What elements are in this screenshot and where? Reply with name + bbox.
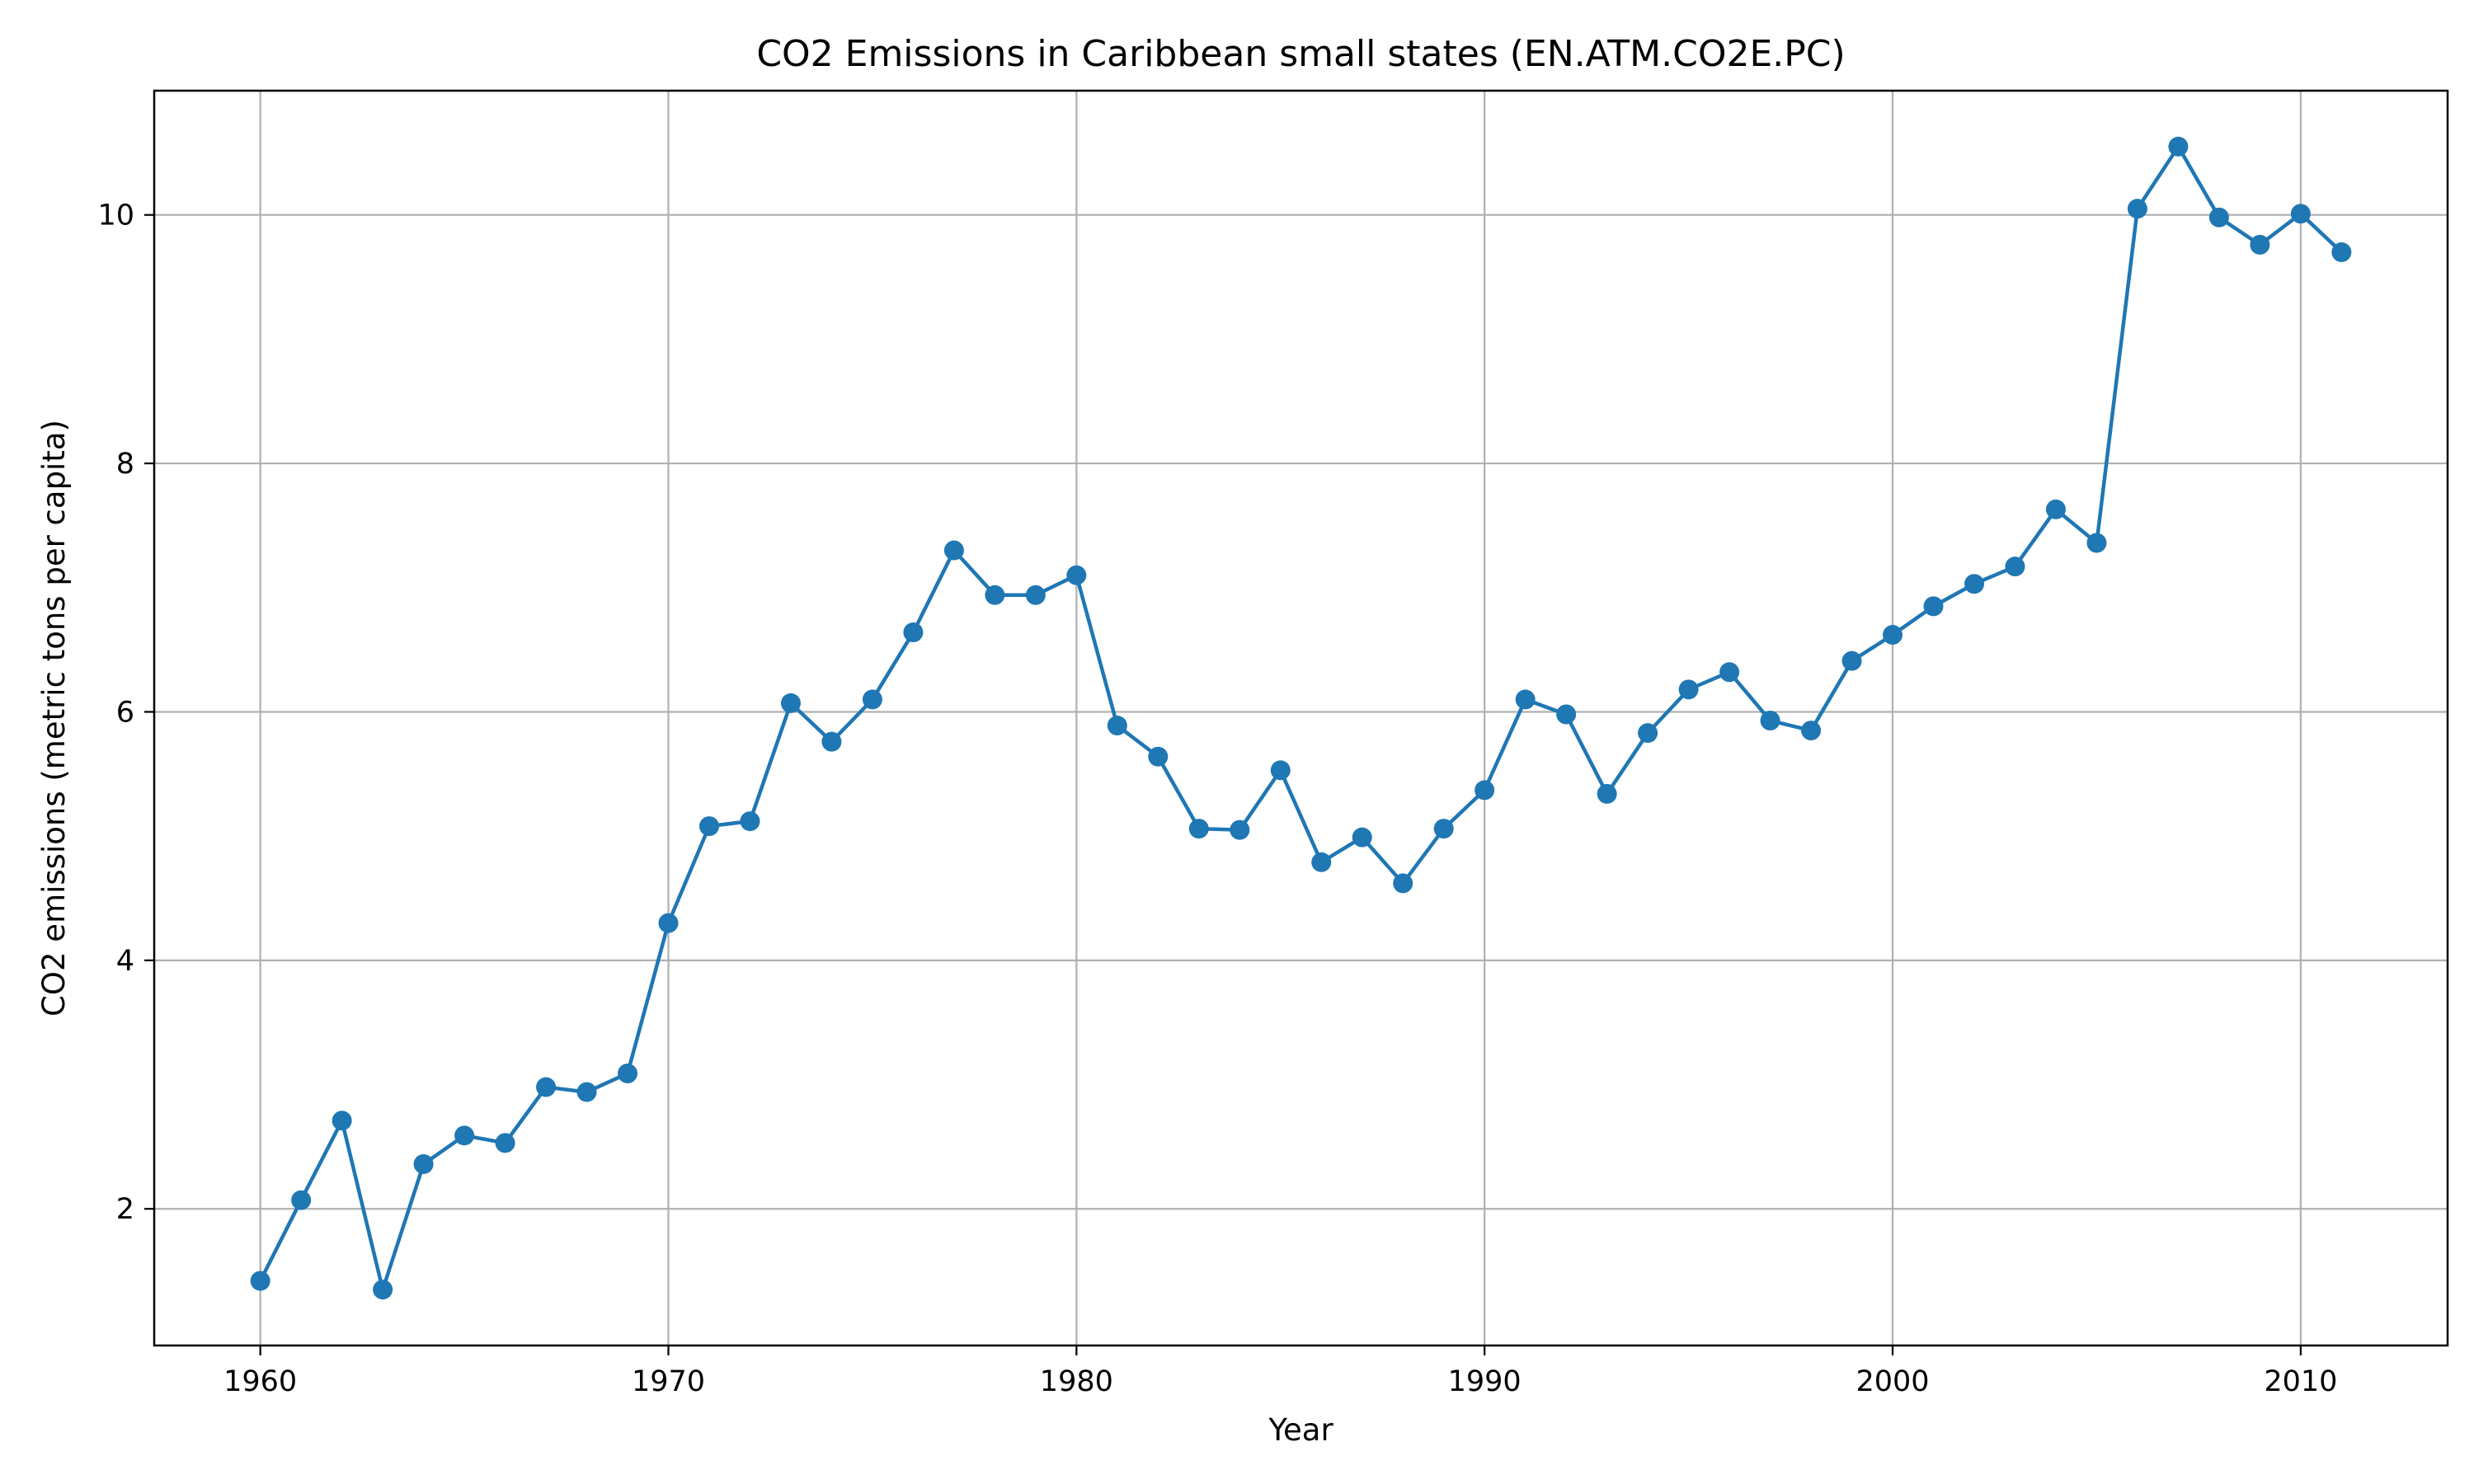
data-series — [250, 136, 2352, 1300]
data-point-2002 — [1964, 574, 1984, 594]
data-point-1963 — [373, 1280, 393, 1300]
data-point-1966 — [495, 1133, 515, 1153]
x-tick-label: 1990 — [1448, 1365, 1522, 1398]
data-point-2003 — [2005, 556, 2025, 577]
data-point-2000 — [1883, 625, 1903, 646]
x-tick-label: 1980 — [1040, 1365, 1113, 1398]
y-tick-label: 6 — [116, 696, 134, 729]
data-point-1974 — [821, 731, 842, 752]
data-point-1969 — [618, 1063, 638, 1083]
data-point-2009 — [2250, 234, 2270, 255]
data-point-1968 — [576, 1082, 597, 1102]
data-point-1995 — [1678, 679, 1699, 700]
y-tick-label: 10 — [97, 200, 134, 232]
data-point-2006 — [2127, 199, 2147, 219]
data-point-1983 — [1188, 819, 1209, 839]
data-point-1981 — [1107, 716, 1127, 736]
data-point-1972 — [740, 811, 760, 832]
data-point-1960 — [250, 1270, 270, 1291]
data-point-1997 — [1760, 711, 1780, 731]
data-point-1970 — [658, 913, 679, 933]
series-line — [258, 144, 2343, 1292]
data-point-1971 — [698, 816, 719, 837]
y-axis-label: CO2 emissions (metric tons per capita) — [36, 420, 72, 1017]
data-point-1998 — [1801, 721, 1822, 741]
data-point-2007 — [2168, 136, 2189, 157]
data-point-1991 — [1515, 689, 1536, 710]
data-point-2011 — [2331, 242, 2352, 262]
data-point-1978 — [985, 585, 1005, 605]
data-point-1976 — [903, 622, 924, 643]
y-tick-label: 2 — [116, 1193, 134, 1226]
data-point-1973 — [780, 693, 801, 713]
plot-area-frame — [153, 89, 2449, 1347]
data-point-1996 — [1719, 662, 1740, 683]
x-axis-label: Year — [1268, 1412, 1333, 1448]
data-point-1977 — [943, 540, 964, 561]
data-point-1980 — [1066, 565, 1087, 585]
data-point-2001 — [1923, 596, 1944, 617]
data-point-1979 — [1025, 585, 1046, 605]
data-point-1982 — [1148, 746, 1169, 767]
data-point-1999 — [1841, 650, 1862, 671]
data-point-1962 — [332, 1111, 352, 1131]
data-point-2005 — [2086, 533, 2107, 553]
data-point-2008 — [2208, 207, 2229, 228]
y-tick-label: 8 — [116, 448, 134, 481]
data-point-2004 — [2045, 499, 2066, 519]
data-point-1987 — [1352, 827, 1372, 848]
data-point-1975 — [862, 689, 882, 710]
data-point-1965 — [454, 1125, 475, 1146]
data-point-1964 — [413, 1153, 434, 1174]
x-tick-label: 1960 — [223, 1365, 297, 1398]
x-tick-label: 2010 — [2264, 1365, 2337, 1398]
data-point-1988 — [1393, 873, 1413, 894]
y-tick-label: 4 — [116, 945, 134, 978]
data-point-1990 — [1475, 780, 1495, 801]
x-tick-label: 2000 — [1856, 1365, 1929, 1398]
grid-lines — [154, 91, 2448, 1345]
y-axis-ticks: 2 4 6 8 10 — [97, 200, 154, 1226]
data-point-2010 — [2290, 204, 2311, 224]
x-tick-label: 1970 — [632, 1365, 705, 1398]
data-point-1989 — [1433, 819, 1454, 839]
data-point-1961 — [291, 1190, 312, 1210]
data-point-1986 — [1311, 852, 1332, 872]
data-point-1984 — [1230, 819, 1250, 840]
data-point-1992 — [1556, 704, 1577, 725]
chart-title: CO2 Emissions in Caribbean small states … — [756, 33, 1845, 75]
data-point-1993 — [1597, 783, 1617, 804]
data-point-1967 — [536, 1077, 557, 1097]
data-point-1985 — [1270, 760, 1291, 781]
x-axis-ticks: 1960 1970 1980 1990 2000 2010 — [223, 1345, 2337, 1398]
data-point-1994 — [1638, 723, 1658, 744]
